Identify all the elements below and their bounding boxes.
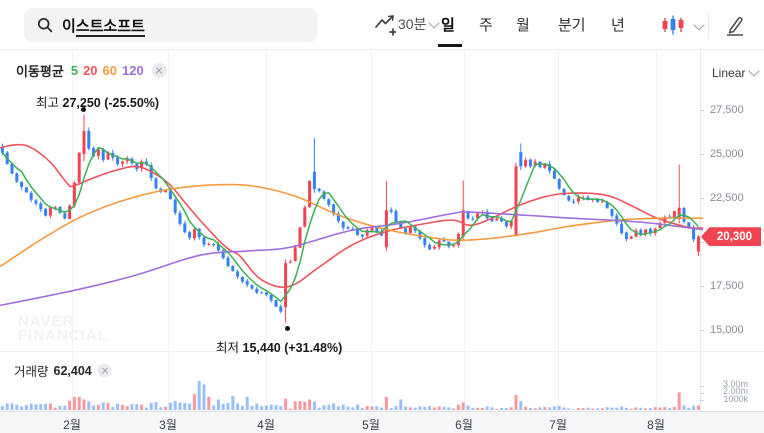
price-axis-tick bbox=[700, 242, 704, 243]
stock-search-input[interactable]: 이스트소프트 bbox=[24, 8, 318, 42]
price-axis-label: 17,500 bbox=[710, 280, 744, 292]
scale-selector[interactable]: Linear bbox=[712, 65, 761, 80]
toolbar-divider bbox=[708, 12, 709, 38]
active-tab-underline bbox=[438, 44, 462, 47]
price-axis-tick bbox=[700, 330, 704, 331]
price-axis-label: 27,500 bbox=[710, 104, 744, 116]
tab-interval-week[interactable]: 주 bbox=[479, 17, 493, 34]
pane-divider bbox=[0, 351, 764, 352]
price-axis-tick bbox=[700, 198, 704, 199]
search-icon bbox=[37, 17, 53, 33]
volume-axis-tick bbox=[700, 392, 704, 394]
volume-axis-tick bbox=[700, 385, 704, 387]
ma-period-5: 5 bbox=[70, 63, 79, 78]
month-label: 6월 bbox=[455, 418, 473, 432]
volume-axis-label: 1000k bbox=[723, 393, 748, 404]
tab-interval-30min[interactable]: 30분 bbox=[398, 14, 441, 34]
tab-interval-quarter[interactable]: 분기 bbox=[558, 17, 586, 34]
month-label: 8월 bbox=[647, 418, 665, 432]
price-axis-tick bbox=[700, 110, 704, 111]
price-axis-label: 25,000 bbox=[710, 148, 744, 160]
candlestick-icon bbox=[662, 15, 684, 35]
ma-period-60: 60 bbox=[102, 63, 118, 78]
current-price-badge: 20,300 bbox=[701, 227, 761, 247]
toolbar: 이스트소프트 30분 일 주 월 분기 년 bbox=[0, 0, 764, 50]
price-axis-tick bbox=[700, 286, 704, 287]
high-marker-dot bbox=[80, 107, 86, 113]
ma-legend: 이동평균 5 20 60 120 bbox=[16, 61, 167, 80]
month-label: 3월 bbox=[159, 418, 177, 432]
chevron-down-icon bbox=[693, 19, 706, 31]
time-axis: 2월 3월 4월 5월 6월 7월 8월 bbox=[0, 411, 764, 433]
chevron-down-icon bbox=[748, 65, 761, 77]
high-annotation: 최고 27,250 (-25.50%) bbox=[36, 96, 160, 110]
ma-legend-title: 이동평균 bbox=[16, 64, 64, 79]
volume-header: 거래량 62,404 bbox=[14, 361, 112, 380]
low-annotation: 최저 15,440 (+31.48%) bbox=[216, 341, 343, 355]
tab-interval-month[interactable]: 월 bbox=[516, 17, 530, 34]
price-axis-label: 15,000 bbox=[710, 324, 744, 336]
price-axis-label: 22,500 bbox=[710, 192, 744, 204]
volume-axis: 3.00m 2.00m 1000k bbox=[690, 379, 748, 404]
month-label: 4월 bbox=[257, 418, 275, 432]
month-label: 2월 bbox=[63, 418, 81, 432]
price-axis-tick bbox=[700, 154, 704, 155]
tab-interval-year[interactable]: 년 bbox=[611, 17, 625, 34]
volume-axis-label: 3.00m bbox=[722, 379, 748, 389]
volume-axis-tick bbox=[700, 399, 704, 401]
close-icon[interactable] bbox=[97, 363, 112, 378]
month-label: 5월 bbox=[362, 418, 380, 432]
close-icon[interactable] bbox=[151, 63, 167, 78]
ma-period-list: 5 20 60 120 bbox=[71, 63, 149, 78]
ma-period-120: 120 bbox=[122, 63, 144, 78]
add-indicator-icon[interactable] bbox=[374, 13, 397, 42]
volume-value: 62,404 bbox=[53, 363, 92, 378]
ma-period-20: 20 bbox=[83, 63, 98, 78]
volume-axis-label: 2.00m bbox=[722, 386, 748, 397]
low-marker-dot bbox=[284, 326, 290, 332]
draw-tool-icon[interactable] bbox=[722, 13, 746, 42]
chevron-down-icon bbox=[428, 17, 441, 29]
month-label: 7월 bbox=[549, 418, 567, 432]
search-value: 이스트소프트 bbox=[62, 17, 145, 37]
tab-interval-day[interactable]: 일 bbox=[441, 17, 455, 34]
chart-type-selector[interactable] bbox=[661, 13, 706, 42]
naver-financial-watermark: NAVER FINANCIAL bbox=[18, 313, 108, 344]
